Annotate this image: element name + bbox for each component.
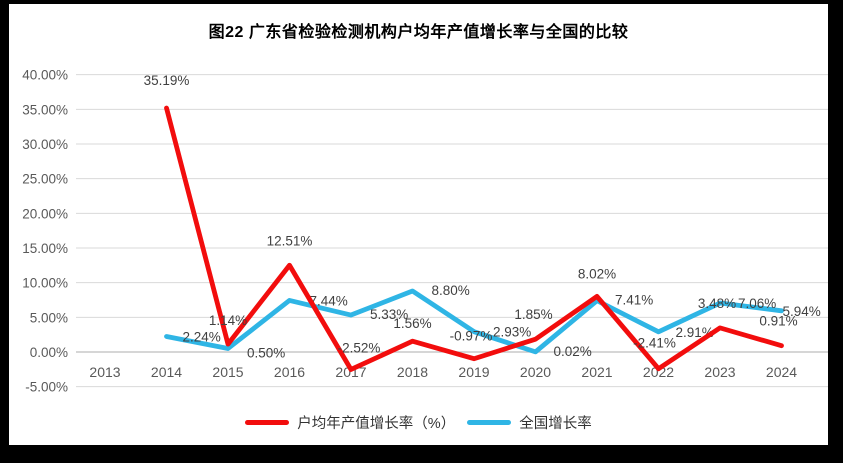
y-axis-tick-label: 15.00%: [22, 241, 68, 256]
chart-canvas: 图22 广东省检验检测机构户均年产值增长率与全国的比较 40.00% 35.00%…: [9, 4, 828, 445]
y-axis-tick-label: 5.00%: [30, 310, 68, 325]
series-line-national: [164, 288, 784, 355]
data-label-guangdong: 1.85%: [514, 307, 552, 322]
chart-legend: 户均年产值增长率（%） 全国增长率: [9, 412, 828, 433]
legend-label: 全国增长率: [519, 416, 592, 432]
data-label-guangdong: 8.02%: [578, 266, 616, 281]
x-axis-year-label: 2014: [151, 364, 182, 380]
x-axis-year-label: 2013: [89, 364, 120, 380]
data-label-national: 2.93%: [493, 325, 531, 340]
y-axis-tick-label: 30.00%: [22, 137, 68, 152]
y-axis-tick-label: 20.00%: [22, 206, 68, 221]
y-axis-tick-label: 40.00%: [22, 68, 68, 83]
data-label-guangdong: -0.97%: [450, 329, 493, 344]
x-axis-year-label: 2018: [397, 364, 428, 380]
data-label-national: 5.33%: [370, 307, 408, 322]
y-axis-tick-label: -5.00%: [25, 380, 68, 395]
data-label-national: 0.02%: [554, 344, 592, 359]
data-label-guangdong: 12.51%: [267, 233, 313, 248]
data-label-national: 8.80%: [432, 283, 470, 298]
y-axis-tick-label: 35.00%: [22, 102, 68, 117]
x-axis-year-label: 2023: [704, 364, 735, 380]
data-label-guangdong: -2.41%: [633, 336, 676, 351]
data-label-guangdong: 0.91%: [759, 314, 797, 329]
data-label-national: 0.50%: [247, 346, 285, 361]
y-axis-tick-label: 25.00%: [22, 172, 68, 187]
legend-item-guangdong: 户均年产值增长率（%）: [245, 412, 455, 433]
data-label-guangdong: 1.14%: [209, 313, 247, 328]
x-axis-year-label: 2021: [581, 364, 612, 380]
line-chart-plot: 40.00% 35.00% 30.00% 25.00% 20.00% 15.00% 10.0…: [22, 68, 828, 395]
x-axis-year-label: 2024: [766, 364, 797, 380]
data-label-national: 2.24%: [183, 329, 221, 344]
data-label-guangdong: 35.19%: [144, 73, 190, 88]
x-axis-year-label: 2022: [643, 364, 674, 380]
x-axis-year-label: 2015: [212, 364, 243, 380]
legend-item-national: 全国增长率: [467, 412, 592, 433]
legend-label: 户均年产值增长率（%）: [297, 416, 456, 432]
legend-line-swatch: [245, 420, 290, 425]
chart-title: 图22 广东省检验检测机构户均年产值增长率与全国的比较: [208, 24, 629, 41]
series-line-guangdong: [164, 105, 784, 372]
data-label-guangdong: -2.52%: [338, 340, 381, 355]
data-label-guangdong: 1.56%: [393, 316, 431, 331]
y-axis-tick-label: 10.00%: [22, 276, 68, 291]
data-label-national: 7.06%: [738, 296, 776, 311]
y-axis-tick-label: 0.00%: [30, 345, 68, 360]
x-axis-year-label: 2016: [274, 364, 305, 380]
data-label-national: 5.94%: [783, 304, 821, 319]
data-label-national: 7.41%: [615, 293, 653, 308]
x-axis-year-label: 2020: [520, 364, 551, 380]
data-label-national: 7.44%: [310, 293, 348, 308]
data-label-guangdong: 3.48%: [698, 296, 736, 311]
legend-line-swatch: [467, 420, 512, 425]
x-axis-year-label: 2019: [458, 364, 489, 380]
